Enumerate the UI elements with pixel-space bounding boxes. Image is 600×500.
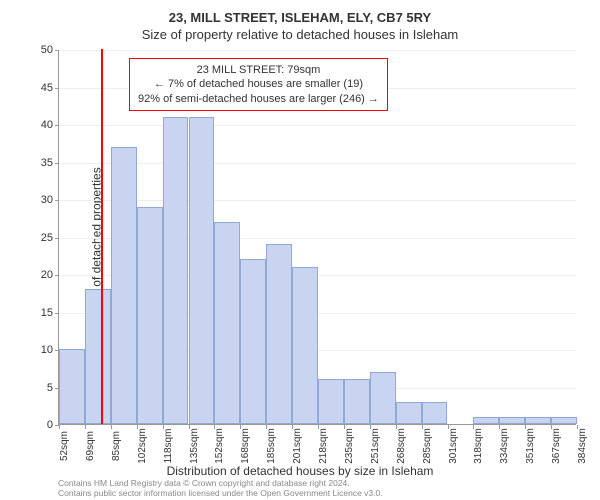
annotation-line: ← 7% of detached houses are smaller (19) xyxy=(138,77,379,91)
x-tick-label: 318sqm xyxy=(473,428,484,464)
histogram-bar xyxy=(370,372,396,425)
annotation-box: 23 MILL STREET: 79sqm← 7% of detached ho… xyxy=(129,58,388,111)
x-tick-label: 168sqm xyxy=(240,428,251,464)
x-tick-label: 135sqm xyxy=(189,428,200,464)
histogram-bar xyxy=(422,402,448,425)
x-tick-label: 69sqm xyxy=(85,431,96,461)
x-tick-label: 351sqm xyxy=(525,428,536,464)
x-tick-label: 52sqm xyxy=(59,431,70,461)
histogram-bar xyxy=(189,117,215,425)
histogram-bar xyxy=(266,244,292,424)
x-tick-mark xyxy=(59,425,60,429)
footer-line2: Contains public sector information licen… xyxy=(58,488,383,498)
histogram-bar xyxy=(318,379,344,424)
histogram-bar xyxy=(473,417,499,425)
chart-title: 23, MILL STREET, ISLEHAM, ELY, CB7 5RY xyxy=(0,0,600,25)
y-tick-label: 15 xyxy=(41,307,59,319)
histogram-bar xyxy=(85,289,111,424)
histogram-bar xyxy=(59,349,85,424)
x-tick-label: 384sqm xyxy=(577,428,588,464)
property-marker-line xyxy=(101,49,103,424)
x-tick-label: 201sqm xyxy=(292,428,303,464)
y-tick-label: 40 xyxy=(41,119,59,131)
y-tick-label: 25 xyxy=(41,232,59,244)
gridline xyxy=(59,50,576,51)
histogram-bar xyxy=(240,259,266,424)
x-tick-label: 185sqm xyxy=(266,428,277,464)
footer-line1: Contains HM Land Registry data © Crown c… xyxy=(58,478,383,488)
gridline xyxy=(59,125,576,126)
chart-container: 23, MILL STREET, ISLEHAM, ELY, CB7 5RY S… xyxy=(0,0,600,500)
x-tick-label: 285sqm xyxy=(422,428,433,464)
y-tick-label: 45 xyxy=(41,82,59,94)
y-tick-label: 10 xyxy=(41,344,59,356)
y-tick-label: 35 xyxy=(41,157,59,169)
chart-subtitle: Size of property relative to detached ho… xyxy=(0,27,600,42)
histogram-bar xyxy=(163,117,189,425)
y-tick-label: 50 xyxy=(41,44,59,56)
plot-area: 0510152025303540455052sqm69sqm85sqm102sq… xyxy=(58,50,576,425)
y-tick-label: 0 xyxy=(47,419,59,431)
x-tick-label: 235sqm xyxy=(344,428,355,464)
x-tick-label: 152sqm xyxy=(214,428,225,464)
x-tick-label: 102sqm xyxy=(137,428,148,464)
histogram-bar xyxy=(499,417,525,425)
histogram-bar xyxy=(396,402,422,425)
histogram-bar xyxy=(292,267,318,425)
x-tick-label: 268sqm xyxy=(396,428,407,464)
y-tick-label: 20 xyxy=(41,269,59,281)
x-tick-label: 218sqm xyxy=(318,428,329,464)
histogram-bar xyxy=(137,207,163,425)
x-tick-label: 118sqm xyxy=(163,429,174,464)
x-tick-label: 85sqm xyxy=(111,431,122,461)
histogram-bar xyxy=(525,417,551,425)
x-axis-label: Distribution of detached houses by size … xyxy=(0,464,600,478)
x-tick-label: 334sqm xyxy=(499,428,510,464)
annotation-line: 23 MILL STREET: 79sqm xyxy=(138,63,379,77)
x-tick-mark xyxy=(85,425,86,429)
x-tick-label: 301sqm xyxy=(448,428,459,464)
histogram-bar xyxy=(111,147,137,425)
histogram-bar xyxy=(214,222,240,425)
footer-attribution: Contains HM Land Registry data © Crown c… xyxy=(58,478,383,498)
x-tick-mark xyxy=(111,425,112,429)
y-tick-label: 30 xyxy=(41,194,59,206)
annotation-line: 92% of semi-detached houses are larger (… xyxy=(138,92,379,106)
x-tick-label: 251sqm xyxy=(370,428,381,464)
histogram-bar xyxy=(551,417,577,425)
y-tick-label: 5 xyxy=(47,382,59,394)
histogram-bar xyxy=(344,379,370,424)
x-tick-label: 367sqm xyxy=(551,428,562,464)
